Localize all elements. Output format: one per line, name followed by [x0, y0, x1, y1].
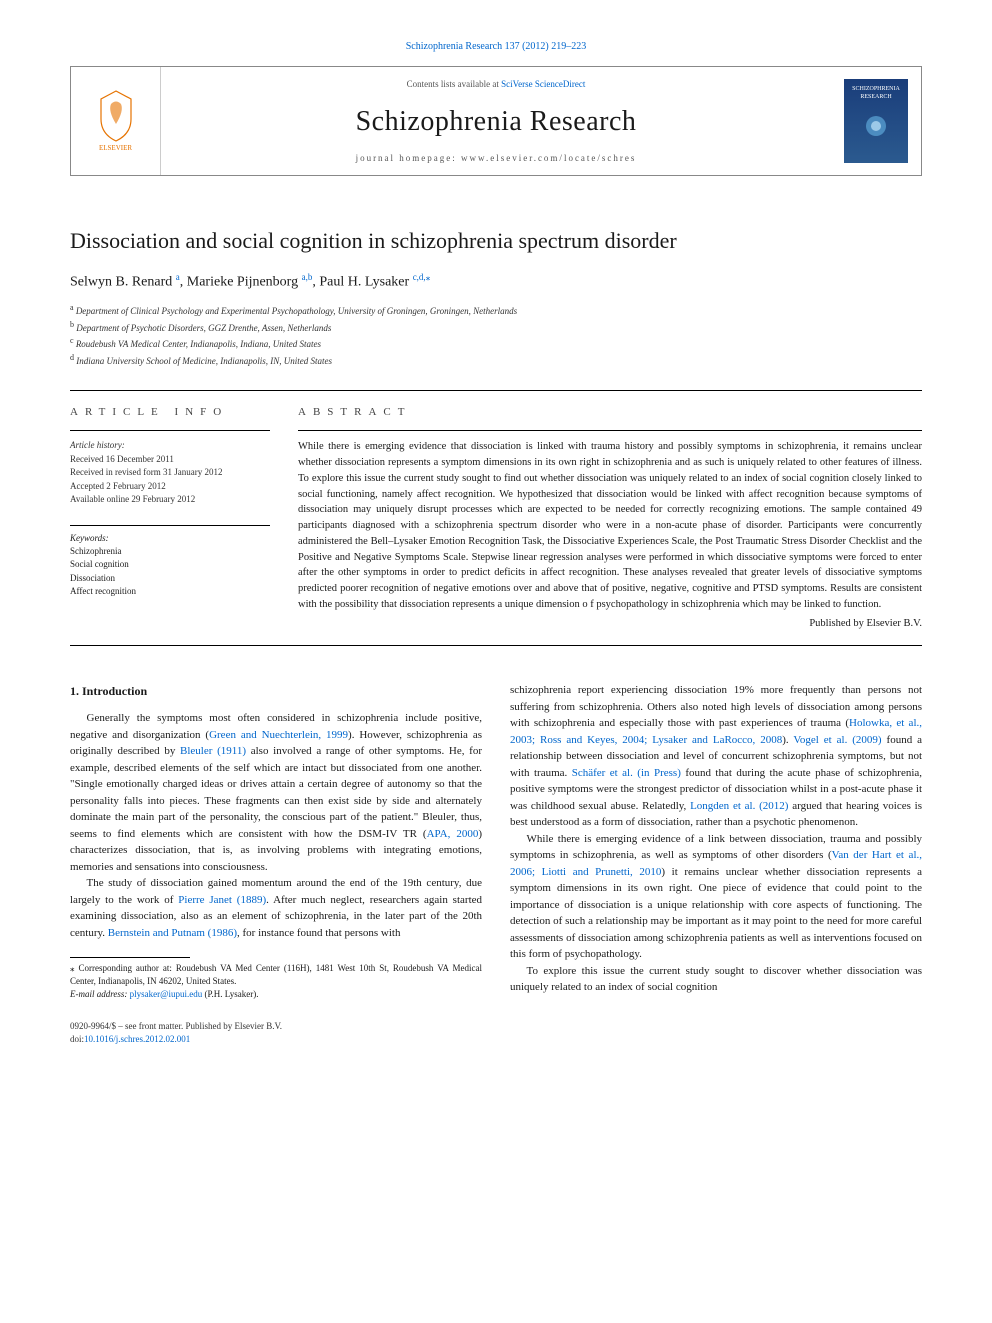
- article-title: Dissociation and social cognition in sch…: [70, 226, 922, 257]
- running-head: Schizophrenia Research 137 (2012) 219–22…: [70, 40, 922, 54]
- history-online: Available online 29 February 2012: [70, 494, 195, 504]
- author-3: Paul H. Lysaker: [319, 274, 409, 289]
- footer-line1: 0920-9964/$ – see front matter. Publishe…: [70, 1020, 922, 1033]
- rp2-b: ) it remains unclear whether dissociatio…: [510, 866, 922, 961]
- doi-label: doi:: [70, 1034, 84, 1044]
- ref-green-1999[interactable]: Green and Nuechterlein, 1999: [209, 729, 348, 741]
- kw-2: Social cognition: [70, 558, 270, 572]
- article-info-head: ARTICLE INFO: [70, 405, 270, 420]
- history-received: Received 16 December 2011: [70, 454, 174, 464]
- rp1-b: ).: [782, 734, 793, 746]
- contents-prefix: Contents lists available at: [407, 79, 501, 89]
- corresponding-star[interactable]: ⁎: [426, 272, 431, 282]
- ref-janet-1889[interactable]: Pierre Janet (1889): [178, 894, 266, 906]
- body-columns: 1. Introduction Generally the symptoms m…: [70, 682, 922, 1000]
- p2-c: , for instance found that persons with: [237, 927, 400, 939]
- author-1-aff[interactable]: a: [176, 272, 180, 282]
- affiliations: a Department of Clinical Psychology and …: [70, 302, 922, 368]
- ref-longden-2012[interactable]: Longden et al. (2012): [690, 800, 788, 812]
- kw-3: Dissociation: [70, 572, 270, 586]
- history-revised: Received in revised form 31 January 2012: [70, 467, 222, 477]
- footnotes: ⁎ Corresponding author at: Roudebush VA …: [70, 962, 482, 1000]
- author-3-aff[interactable]: c,d,: [413, 272, 426, 282]
- author-1: Selwyn B. Renard: [70, 274, 172, 289]
- info-abstract-row: ARTICLE INFO Article history: Received 1…: [70, 391, 922, 645]
- article-info-col: ARTICLE INFO Article history: Received 1…: [70, 405, 270, 631]
- doi-link[interactable]: 10.1016/j.schres.2012.02.001: [84, 1034, 190, 1044]
- elsevier-logo: ELSEVIER: [86, 81, 146, 161]
- cover-cell: SCHIZOPHRENIA RESEARCH: [831, 67, 921, 175]
- rp3: To explore this issue the current study …: [510, 963, 922, 996]
- publisher-logo-cell: ELSEVIER: [71, 67, 161, 175]
- abstract-head: ABSTRACT: [298, 405, 922, 420]
- ref-apa-2000[interactable]: APA, 2000: [427, 828, 479, 840]
- kw-4: Affect recognition: [70, 585, 270, 599]
- ref-bleuler-1911[interactable]: Bleuler (1911): [180, 745, 246, 757]
- aff-b: Department of Psychotic Disorders, GGZ D…: [76, 323, 331, 333]
- article-history: Article history: Received 16 December 20…: [70, 439, 270, 507]
- cover-label: SCHIZOPHRENIA RESEARCH: [844, 85, 908, 102]
- journal-cover-thumb: SCHIZOPHRENIA RESEARCH: [844, 79, 908, 163]
- contents-line: Contents lists available at SciVerse Sci…: [407, 78, 586, 91]
- corr-author-note: ⁎ Corresponding author at: Roudebush VA …: [70, 962, 482, 987]
- abs-rule: [298, 430, 922, 431]
- email-paren: (P.H. Lysaker).: [202, 989, 258, 999]
- journal-banner: ELSEVIER Contents lists available at Sci…: [70, 66, 922, 176]
- abstract-col: ABSTRACT While there is emerging evidenc…: [298, 405, 922, 631]
- footnote-rule: [70, 957, 190, 958]
- rule-bottom: [70, 645, 922, 646]
- body-col-right: schizophrenia report experiencing dissoc…: [510, 682, 922, 1000]
- author-2: Marieke Pijnenborg: [187, 274, 298, 289]
- footer: 0920-9964/$ – see front matter. Publishe…: [70, 1020, 922, 1045]
- p1-c: also involved a range of other symptoms.…: [70, 745, 482, 840]
- ref-vogel-2009[interactable]: Vogel et al. (2009): [793, 734, 881, 746]
- abstract-text: While there is emerging evidence that di…: [298, 439, 922, 612]
- aff-c: Roudebush VA Medical Center, Indianapoli…: [76, 339, 321, 349]
- journal-name: Schizophrenia Research: [356, 102, 637, 141]
- keywords-block: Keywords: Schizophrenia Social cognition…: [70, 525, 270, 599]
- ref-schafer-inpress[interactable]: Schäfer et al. (in Press): [572, 767, 681, 779]
- email-label: E-mail address:: [70, 989, 130, 999]
- elsevier-label: ELSEVIER: [99, 144, 132, 154]
- history-label: Article history:: [70, 440, 125, 450]
- section-1-heading: 1. Introduction: [70, 682, 482, 700]
- info-rule: [70, 430, 270, 431]
- kw-1: Schizophrenia: [70, 545, 270, 559]
- banner-center: Contents lists available at SciVerse Sci…: [161, 67, 831, 175]
- history-accepted: Accepted 2 February 2012: [70, 481, 166, 491]
- aff-a: Department of Clinical Psychology and Ex…: [76, 306, 517, 316]
- sciencedirect-link[interactable]: SciVerse ScienceDirect: [501, 79, 585, 89]
- body-col-left: 1. Introduction Generally the symptoms m…: [70, 682, 482, 1000]
- aff-d: Indiana University School of Medicine, I…: [76, 356, 332, 366]
- ref-bernstein-1986[interactable]: Bernstein and Putnam (1986): [108, 927, 237, 939]
- email-link[interactable]: plysaker@iupui.edu: [130, 989, 203, 999]
- kw-rule: [70, 525, 270, 526]
- author-2-aff[interactable]: a,b: [302, 272, 313, 282]
- author-list: Selwyn B. Renard a, Marieke Pijnenborg a…: [70, 271, 922, 292]
- publisher-line: Published by Elsevier B.V.: [298, 617, 922, 632]
- keywords-label: Keywords:: [70, 533, 109, 543]
- journal-homepage: journal homepage: www.elsevier.com/locat…: [356, 152, 637, 165]
